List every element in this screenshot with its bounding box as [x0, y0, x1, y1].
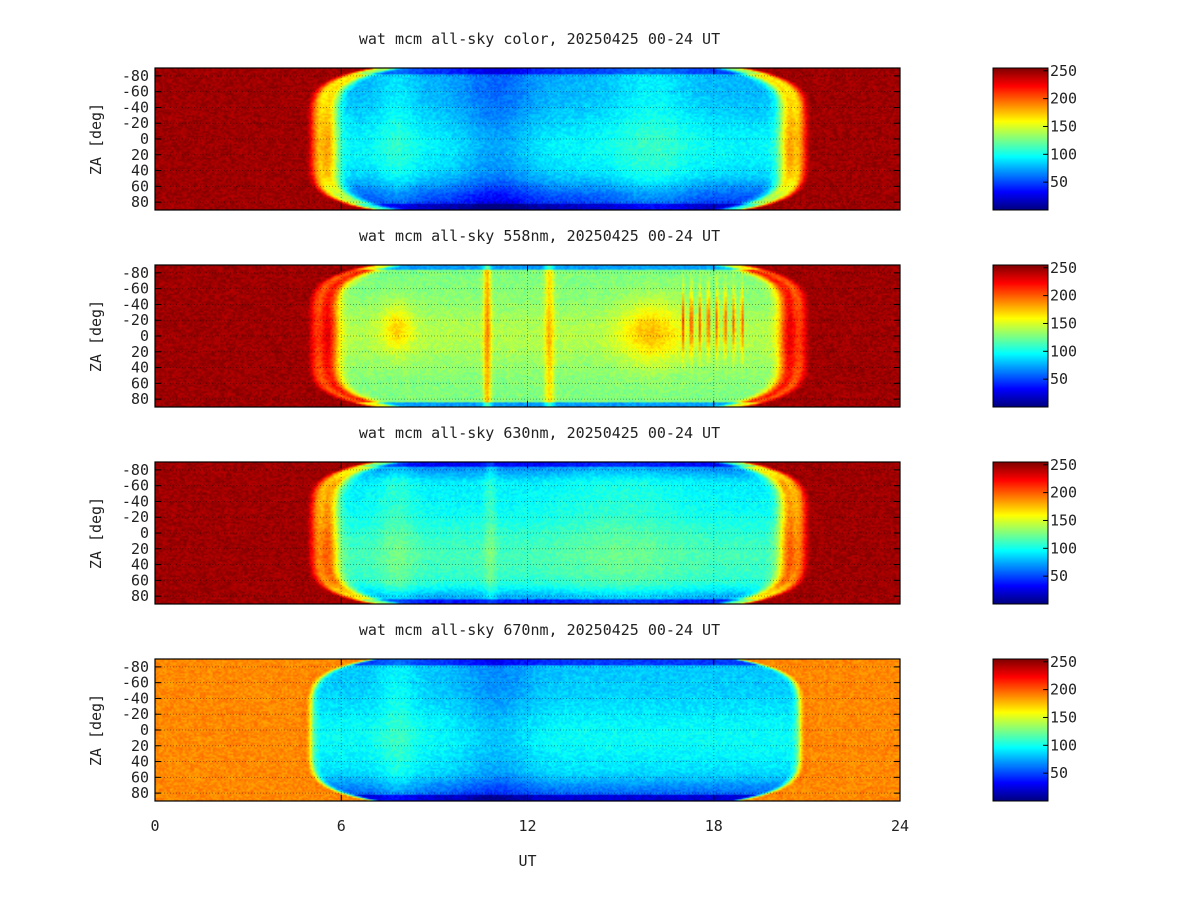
colorbar-frame [992, 264, 1049, 408]
y-tick-label: 60 [131, 374, 149, 392]
panel-title: wat mcm all-sky 630nm, 20250425 00-24 UT [359, 424, 720, 442]
y-tick-label: 20 [131, 343, 149, 361]
plot-frame [154, 461, 901, 605]
colorbar [993, 265, 1048, 407]
y-tick-label: -40 [122, 98, 149, 116]
heatmap-image [155, 659, 900, 801]
colorbar-tick-label: 100 [1050, 736, 1077, 754]
plot-frame [154, 264, 901, 408]
y-tick-label: -40 [122, 492, 149, 510]
y-tick-label: 20 [131, 737, 149, 755]
x-tick-label: 0 [150, 817, 159, 835]
y-tick-label: -20 [122, 508, 149, 526]
y-tick-label: 40 [131, 162, 149, 180]
colorbar-frame [992, 67, 1049, 211]
colorbar-tick-label: 150 [1050, 708, 1077, 726]
heatmap-panel-630: wat mcm all-sky 630nm, 20250425 00-24 UT… [87, 424, 1077, 605]
y-tick-label: -80 [122, 67, 149, 85]
colorbar-tick-label: 150 [1050, 117, 1077, 135]
y-tick-label: -80 [122, 461, 149, 479]
y-tick-label: 0 [140, 721, 149, 739]
y-tick-label: -20 [122, 311, 149, 329]
plot-frame [154, 658, 901, 802]
plot-frame [154, 67, 901, 211]
panel-title: wat mcm all-sky 558nm, 20250425 00-24 UT [359, 227, 720, 245]
y-tick-label: 60 [131, 177, 149, 195]
colorbar-tick-label: 200 [1050, 484, 1077, 502]
colorbar-tick-label: 100 [1050, 145, 1077, 163]
colorbar [993, 68, 1048, 210]
colorbar-tick-label: 250 [1050, 62, 1077, 80]
x-axis-label: UT [518, 852, 536, 870]
y-tick-label: -20 [122, 705, 149, 723]
colorbar-tick-label: 250 [1050, 259, 1077, 277]
y-tick-label: 0 [140, 130, 149, 148]
y-tick-label: 0 [140, 524, 149, 542]
y-axis-label: ZA [deg] [87, 103, 105, 175]
y-tick-label: -80 [122, 658, 149, 676]
colorbar-frame [992, 461, 1049, 605]
y-tick-label: -60 [122, 83, 149, 101]
colorbar-tick-label: 150 [1050, 511, 1077, 529]
y-tick-label: 40 [131, 359, 149, 377]
x-tick-label: 12 [518, 817, 536, 835]
y-tick-label: 80 [131, 390, 149, 408]
y-tick-label: 0 [140, 327, 149, 345]
y-axis-label: ZA [deg] [87, 497, 105, 569]
y-axis-label: ZA [deg] [87, 694, 105, 766]
y-tick-label: -80 [122, 264, 149, 282]
colorbar [993, 659, 1048, 801]
y-tick-label: 80 [131, 587, 149, 605]
y-tick-label: 80 [131, 784, 149, 802]
colorbar-tick-label: 200 [1050, 90, 1077, 108]
heatmap-image [155, 462, 900, 604]
colorbar-tick-label: 50 [1050, 370, 1068, 388]
x-tick-label: 18 [705, 817, 723, 835]
y-tick-label: 60 [131, 768, 149, 786]
heatmap-panel-670: wat mcm all-sky 670nm, 20250425 00-24 UT… [87, 621, 1077, 802]
colorbar-tick-label: 100 [1050, 539, 1077, 557]
colorbar-tick-label: 50 [1050, 173, 1068, 191]
x-tick-label: 6 [337, 817, 346, 835]
heatmap-panel-558: wat mcm all-sky 558nm, 20250425 00-24 UT… [87, 227, 1077, 408]
y-tick-label: 80 [131, 193, 149, 211]
panel-title: wat mcm all-sky 670nm, 20250425 00-24 UT [359, 621, 720, 639]
panel-title: wat mcm all-sky color, 20250425 00-24 UT [359, 30, 720, 48]
y-axis-label: ZA [deg] [87, 300, 105, 372]
y-tick-label: -40 [122, 689, 149, 707]
colorbar-tick-label: 100 [1050, 342, 1077, 360]
y-tick-label: -60 [122, 674, 149, 692]
colorbar-tick-label: 50 [1050, 567, 1068, 585]
colorbar-tick-label: 250 [1050, 653, 1077, 671]
colorbar-frame [992, 658, 1049, 802]
y-tick-label: 20 [131, 540, 149, 558]
colorbar-tick-label: 200 [1050, 287, 1077, 305]
y-tick-label: -20 [122, 114, 149, 132]
y-tick-label: -60 [122, 477, 149, 495]
y-tick-label: 40 [131, 753, 149, 771]
y-tick-label: 60 [131, 571, 149, 589]
y-tick-label: -40 [122, 295, 149, 313]
heatmap-image [155, 68, 900, 210]
colorbar [993, 462, 1048, 604]
colorbar-tick-label: 250 [1050, 456, 1077, 474]
heatmap-image [155, 265, 900, 407]
colorbar-tick-label: 50 [1050, 764, 1068, 782]
colorbar-tick-label: 150 [1050, 314, 1077, 332]
colorbar-tick-label: 200 [1050, 681, 1077, 699]
y-tick-label: 40 [131, 556, 149, 574]
y-tick-label: -60 [122, 280, 149, 298]
y-tick-label: 20 [131, 146, 149, 164]
heatmap-panel-color: wat mcm all-sky color, 20250425 00-24 UT… [87, 30, 1077, 211]
x-tick-label: 24 [891, 817, 909, 835]
